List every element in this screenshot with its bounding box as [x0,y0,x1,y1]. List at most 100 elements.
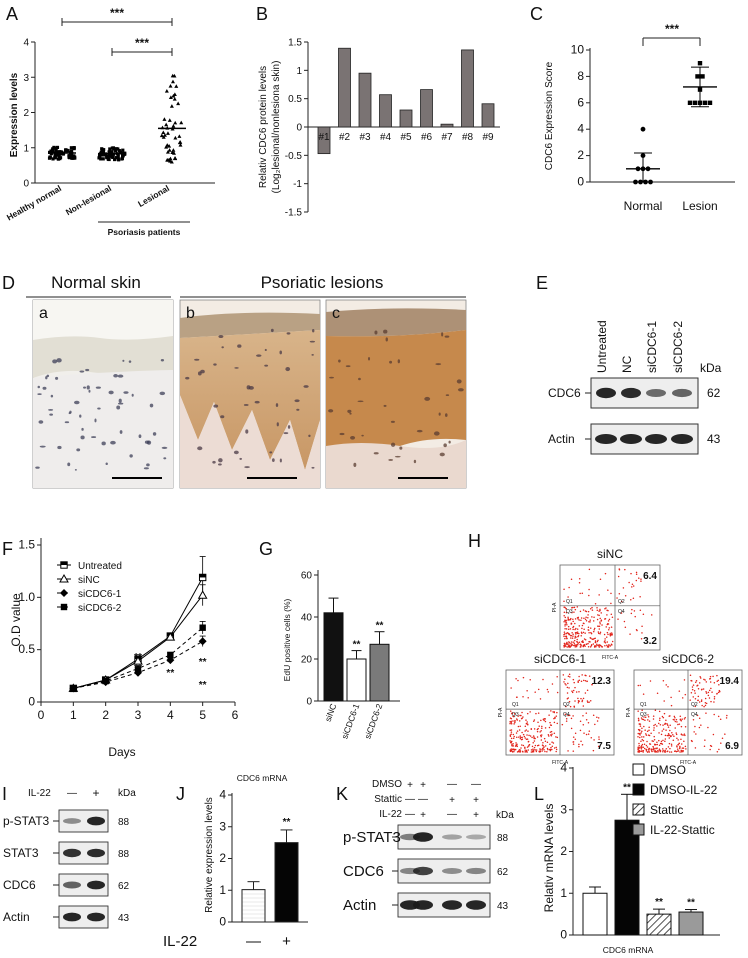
h-event [670,696,672,699]
h-event [707,694,710,697]
h-event [671,731,673,734]
h-event [586,689,589,691]
h-event [667,746,670,748]
g-bar-1 [346,658,367,702]
a-point [167,148,172,152]
h-event [549,731,552,733]
h-event [567,682,569,685]
h-event [514,719,516,722]
h-event [664,751,667,753]
h-event [566,637,568,640]
h-event [653,748,656,750]
f-sig-1: ** [134,663,142,674]
h-event [620,612,623,614]
panel-label-k: K [336,784,348,804]
d-cell [390,420,395,423]
h-event [633,610,636,612]
c-ytick-label-3: 6 [577,95,584,109]
h-event [665,719,667,721]
h-event [526,721,528,723]
h-event [585,712,588,714]
h-event [692,684,695,686]
h-event [510,720,512,723]
f-ytick-label-2: 1.0 [18,590,35,604]
h-event [544,720,547,723]
g-cat-0: siNC [323,702,339,723]
h-event [582,723,585,726]
h-event [646,751,649,753]
f-sig-0: ** [134,652,142,663]
h-event [610,633,612,636]
a-point [114,156,118,160]
d-cell [67,462,71,467]
h-event [542,678,544,681]
h-event [596,643,598,645]
h-event [592,749,595,752]
h-event [598,628,601,630]
h-event [670,751,673,753]
b-ytick-label-0: 1.5 [288,38,302,49]
l-bar-0 [582,892,608,936]
a-group-1: Healthy normal [5,183,63,222]
h-event [587,629,590,631]
h-event [659,717,661,719]
h-event [610,592,612,595]
h-event [704,697,707,700]
h-event [509,721,511,723]
h-event [567,616,569,619]
h-event [533,728,536,730]
h-event [668,742,671,745]
h-event [539,731,541,733]
h-event [666,723,669,725]
d-cell [357,400,364,403]
h-event [663,712,666,715]
h-event [533,740,536,742]
d-cell [108,390,114,395]
d-cell [246,385,251,390]
d-cell [311,466,315,469]
h-event [571,632,573,634]
c-ytick-label-0: 0 [577,175,584,189]
a-point [177,140,182,145]
i-band-0-0 [63,818,81,824]
h-event [578,582,581,584]
i-kda: kDa [118,788,136,799]
h-event [697,699,699,702]
h-event [607,609,609,612]
h-event [512,715,514,717]
h-event [517,679,519,682]
h-event [654,709,657,712]
h-event [589,608,592,610]
h-event [588,568,591,571]
c-point-lesion [700,74,705,79]
h-event [524,751,526,753]
j-bar-0 [241,889,266,923]
h-event [640,748,643,750]
g-ytick-label-1: 20 [301,655,313,666]
h-event [642,613,645,616]
h-event [660,740,663,743]
h-event [516,719,519,721]
k-cond-0: DMSO [372,779,402,790]
h-event [676,737,678,739]
l-ytick-label-1: 1 [560,886,567,900]
h-event [713,697,716,700]
a-point [170,150,175,154]
h-event [623,620,626,623]
h-event [586,700,589,702]
h-event [683,733,686,735]
c-ytick-label-4: 8 [577,69,584,83]
h-event [581,627,583,630]
j-cat-0: — [246,933,261,950]
h-event [551,741,553,743]
h-event [618,593,621,595]
h-event [568,646,571,648]
h-event [658,744,661,746]
c-point-lesion [692,100,698,105]
h-event [556,722,559,725]
h-event [648,750,650,752]
h-event [536,736,539,738]
d-cell [221,346,224,349]
h-event [648,720,651,722]
h-event [704,739,706,741]
